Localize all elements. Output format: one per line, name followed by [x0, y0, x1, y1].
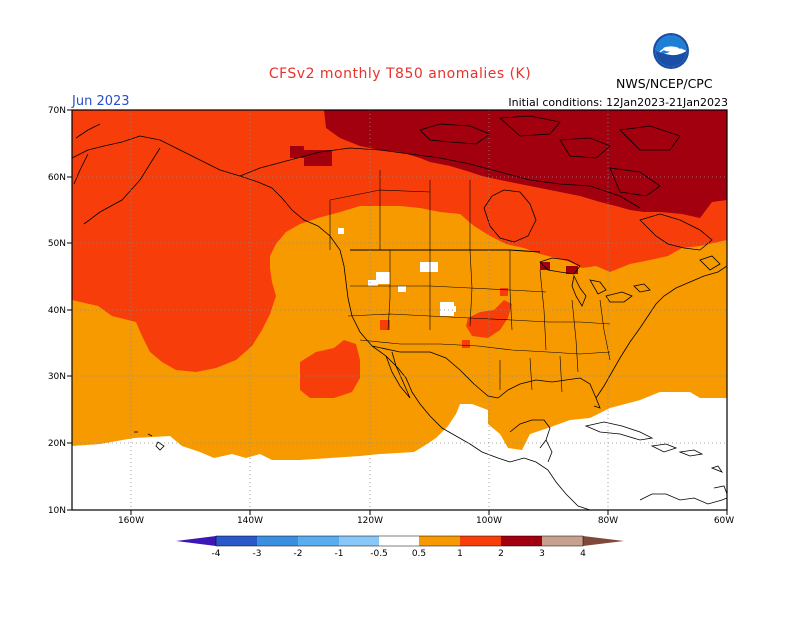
noaa-logo	[653, 33, 689, 69]
lat-label-30n: 30N	[48, 372, 66, 382]
colorbar-swatch-lt-4	[176, 536, 216, 546]
lat-label-60n: 60N	[48, 173, 66, 183]
forecast-month: Jun 2023	[72, 94, 130, 109]
colorbar-swatch-gt-4	[583, 536, 624, 546]
latitude-axis: 70N 60N 50N 40N 30N 20N 10N	[48, 106, 72, 516]
lat-label-70n: 70N	[48, 106, 66, 116]
lon-label-60w: 60W	[714, 516, 734, 526]
colorbar-label: 3	[539, 549, 545, 559]
map-title: CFSv2 monthly T850 anomalies (K)	[268, 66, 532, 82]
agency-label: NWS/NCEP/CPC	[616, 76, 713, 91]
lat-label-40n: 40N	[48, 306, 66, 316]
lon-label-100w: 100W	[476, 516, 502, 526]
lon-label-140w: 140W	[237, 516, 263, 526]
colorbar-swatch-3-2	[257, 536, 298, 546]
colorbar-swatch-3-4	[542, 536, 583, 546]
colorbar-label: -2	[294, 549, 303, 559]
colorbar-label: 4	[580, 549, 586, 559]
longitude-axis: 160W 140W 120W 100W 80W 60W	[118, 510, 734, 526]
colorbar-swatch-1-2	[460, 536, 501, 546]
colorbar-swatch-2-3	[501, 536, 542, 546]
colorbar-label: 1	[457, 549, 463, 559]
colorbar-label: -4	[212, 549, 221, 559]
colorbar-swatch-1-05	[339, 536, 379, 546]
lon-label-160w: 160W	[118, 516, 144, 526]
anomaly-field	[72, 110, 727, 510]
lon-label-120w: 120W	[357, 516, 383, 526]
lat-label-20n: 20N	[48, 439, 66, 449]
colorbar-swatch-neutral	[379, 536, 419, 546]
colorbar: -4 -3 -2 -1 -0.5 0.5 1 2 3 4	[176, 535, 624, 559]
colorbar-swatch-4-3	[216, 536, 257, 546]
coastlines	[72, 115, 727, 510]
colorbar-label: 0.5	[412, 549, 426, 559]
graticule	[72, 110, 727, 510]
lat-label-10n: 10N	[48, 506, 66, 516]
anomaly-region-red-baja	[300, 340, 360, 398]
initial-conditions: Initial conditions: 12Jan2023-21Jan2023	[508, 96, 728, 109]
colorbar-label: -3	[253, 549, 262, 559]
colorbar-swatch-2-1	[298, 536, 339, 546]
anomaly-region-darkred	[324, 110, 727, 218]
colorbar-label: -0.5	[370, 549, 388, 559]
colorbar-label: -1	[335, 549, 344, 559]
colorbar-swatch-05-1	[419, 536, 460, 546]
colorbar-label: 2	[498, 549, 504, 559]
lat-label-50n: 50N	[48, 239, 66, 249]
lon-label-80w: 80W	[598, 516, 618, 526]
